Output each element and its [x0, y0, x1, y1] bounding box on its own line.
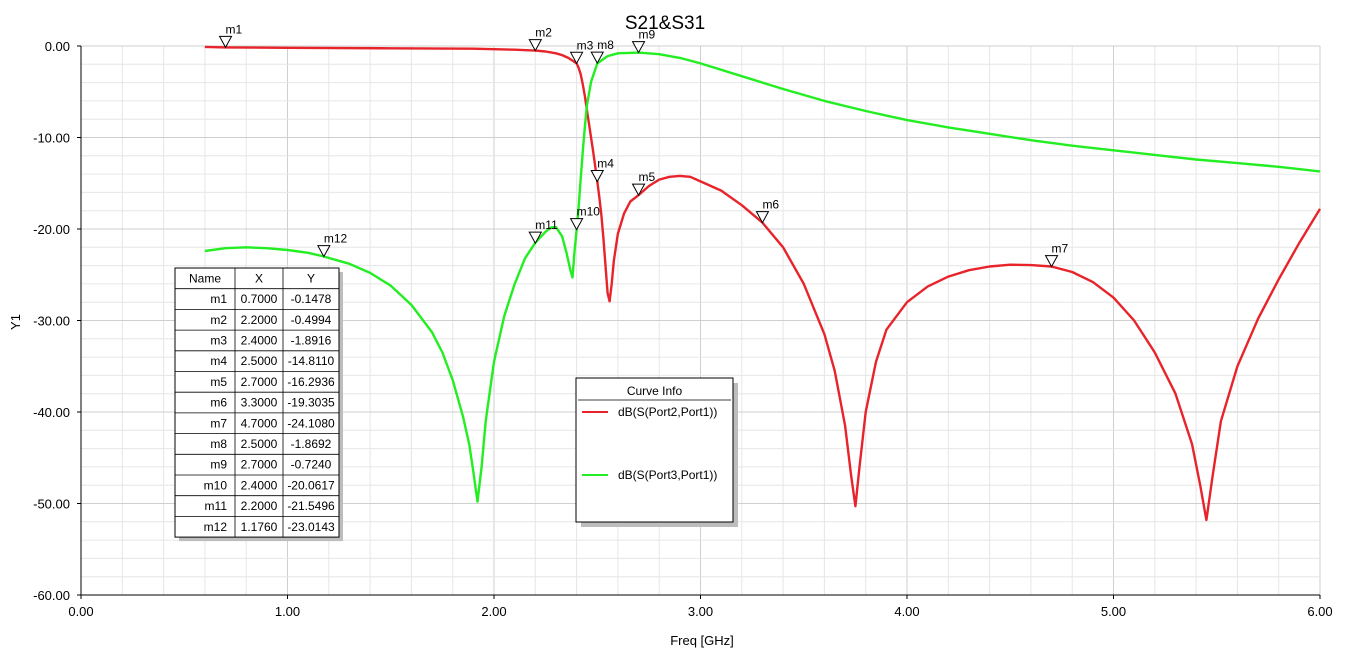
- marker-table-cell: -14.8110: [288, 354, 335, 368]
- series-line-s21: [204, 45, 1322, 522]
- marker-m9-icon: [631, 41, 646, 54]
- marker-table-header-cell: X: [255, 271, 263, 285]
- y-tick-label: -20.00: [33, 222, 70, 237]
- marker-m4-icon: [590, 170, 605, 183]
- marker-table-cell: -0.4994: [291, 313, 332, 327]
- marker-table-cell: 2.2000: [241, 313, 278, 327]
- marker-table-cell: m1: [210, 292, 227, 306]
- marker-table-cell: m9: [210, 458, 227, 472]
- marker-table-cell: -16.2936: [287, 375, 335, 389]
- marker-table-header-cell: Name: [189, 271, 221, 285]
- marker-m7-label: m7: [1052, 242, 1069, 256]
- y-tick-label: -10.00: [33, 131, 70, 146]
- legend-label-s21: dB(S(Port2,Port1)): [618, 405, 717, 419]
- marker-table-cell: m3: [210, 333, 227, 347]
- y-tick-label: -40.00: [33, 405, 70, 420]
- marker-m8-label: m8: [597, 38, 614, 52]
- marker-table-cell: 1.1760: [241, 520, 278, 534]
- legend-label-s31: dB(S(Port3,Port1)): [618, 468, 717, 482]
- marker-m8-icon: [590, 51, 605, 65]
- marker-m5-icon: [631, 183, 646, 197]
- marker-m10-label: m10: [577, 205, 601, 219]
- marker-table-cell: 0.7000: [241, 292, 278, 306]
- marker-table-cell: 2.7000: [241, 458, 278, 472]
- marker-table-cell: 4.7000: [241, 416, 278, 430]
- marker-table-cell: m7: [210, 416, 227, 430]
- marker-table-cell: -0.1478: [291, 292, 332, 306]
- marker-table-frame: [174, 267, 340, 538]
- curves: [204, 45, 1322, 522]
- marker-table-cell: -1.8916: [291, 333, 332, 347]
- y-tick-label: -50.00: [33, 497, 70, 512]
- x-tick-label: 2.00: [481, 604, 506, 619]
- marker-m1-label: m1: [226, 22, 243, 36]
- x-tick-label: 4.00: [894, 604, 919, 619]
- marker-table-cell: 2.2000: [241, 499, 278, 513]
- markers: m1 m2 m3 m4 m5 m6 m7 m8 m9 m10 m11 m12: [218, 22, 1069, 268]
- marker-table-cell: m5: [210, 375, 227, 389]
- x-axis-title: Freq [GHz]: [670, 633, 734, 648]
- marker-m5-label: m5: [639, 170, 656, 184]
- marker-table-cell: -1.8692: [291, 437, 332, 451]
- marker-m9-label: m9: [639, 28, 656, 42]
- x-tick-label: 0.00: [68, 604, 93, 619]
- marker-table-cell: -19.3035: [287, 396, 335, 410]
- marker-table-cell: 2.4000: [241, 333, 278, 347]
- marker-table-cell: 2.4000: [241, 478, 278, 492]
- y-tick-label: -30.00: [33, 314, 70, 329]
- legend-frame: [575, 377, 734, 523]
- marker-m2-label: m2: [535, 26, 552, 40]
- marker-m6-label: m6: [762, 198, 779, 212]
- marker-table-cell: m6: [210, 396, 227, 410]
- marker-m12-label: m12: [324, 232, 348, 246]
- marker-table-cell: 3.3000: [241, 396, 278, 410]
- marker-m12-icon: [317, 245, 331, 258]
- marker-table-cell: m4: [210, 354, 227, 368]
- marker-m3-label: m3: [577, 38, 594, 52]
- x-tick-label: 6.00: [1307, 604, 1332, 619]
- marker-table-cell: -24.1080: [287, 416, 335, 430]
- marker-table-cell: 2.7000: [241, 375, 278, 389]
- series-line-s31: [204, 51, 1321, 503]
- marker-table-cell: -20.0617: [287, 478, 335, 492]
- marker-m4-label: m4: [597, 157, 614, 171]
- marker-table: Name X Ym1 0.7000 -0.1478 m2 2.2000 -0.4994 m3 2.…: [174, 267, 343, 542]
- marker-m11-icon: [528, 231, 543, 245]
- x-tick-label: 1.00: [275, 604, 300, 619]
- y-axis-title: Y1: [8, 314, 23, 330]
- axes: 0.00 1.00 2.00 3.00 4.00 5.00 6.00 0.00 -10.00 -2…: [33, 39, 1333, 619]
- marker-m3-icon: [569, 51, 584, 65]
- marker-table-cell: m10: [204, 478, 228, 492]
- marker-m7-icon: [1044, 255, 1059, 268]
- marker-table-cell: -21.5496: [287, 499, 335, 513]
- chart-title: S21&S31: [625, 13, 705, 34]
- marker-m11-label: m11: [535, 218, 558, 232]
- marker-m6-icon: [755, 211, 770, 224]
- marker-table-cell: m12: [204, 520, 228, 534]
- marker-table-cell: m11: [205, 499, 228, 513]
- legend: Curve Info dB(S(Port2,Port1)) dB(S(Port3,P…: [575, 377, 738, 527]
- marker-m1-icon: [218, 35, 233, 49]
- marker-table-cell: m2: [210, 313, 227, 327]
- x-tick-label: 3.00: [688, 604, 713, 619]
- marker-m10-icon: [569, 218, 584, 231]
- marker-table-cell: m8: [210, 437, 227, 451]
- x-tick-label: 5.00: [1101, 604, 1126, 619]
- y-tick-label: -60.00: [33, 588, 70, 603]
- marker-table-header-cell: Y: [307, 271, 315, 285]
- legend-title: Curve Info: [627, 384, 683, 398]
- marker-table-cell: 2.5000: [241, 437, 278, 451]
- marker-table-cell: -0.7240: [291, 458, 332, 472]
- marker-table-cell: 2.5000: [241, 354, 278, 368]
- marker-table-cell: -23.0143: [287, 520, 335, 534]
- y-tick-label: 0.00: [45, 39, 70, 54]
- marker-m2-icon: [528, 39, 543, 52]
